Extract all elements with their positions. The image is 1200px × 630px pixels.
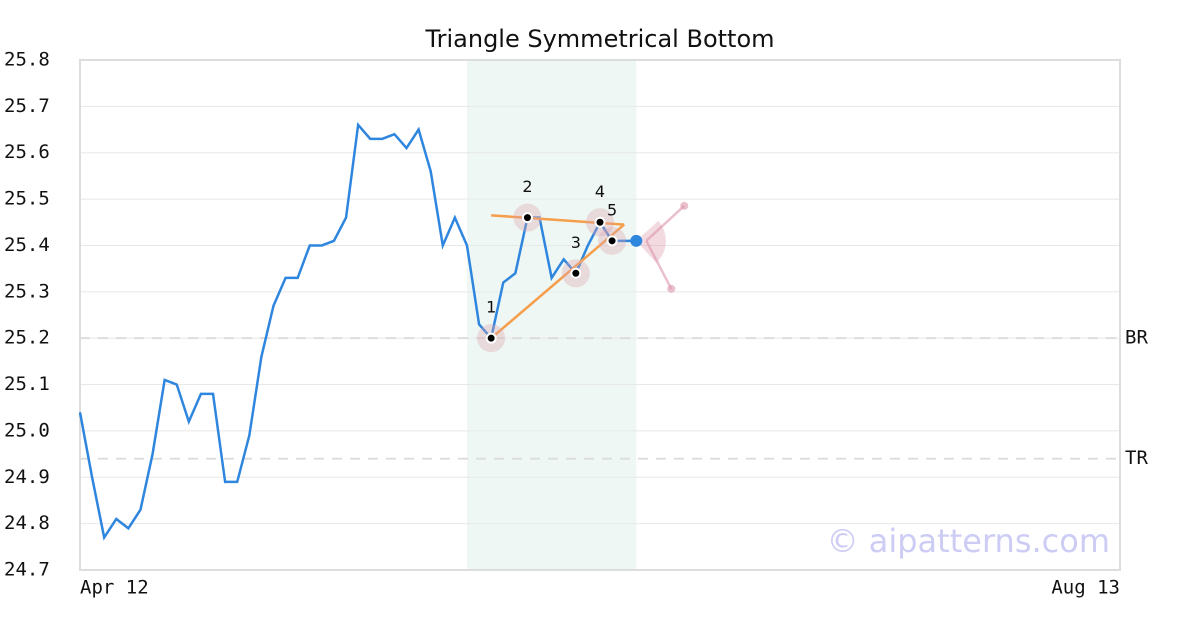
pattern-point	[570, 267, 582, 279]
projection-arrow	[645, 204, 686, 242]
projection-wedge	[636, 220, 666, 263]
projection-arrow	[645, 240, 673, 290]
x-tick-label: Apr 12	[80, 577, 149, 599]
pattern-point	[594, 216, 606, 228]
trend-line	[490, 223, 625, 340]
level-label: TR	[1125, 447, 1148, 469]
pattern-label: 5	[607, 200, 617, 219]
y-tick-label: 24.7	[4, 559, 50, 581]
level-label: BR	[1125, 327, 1148, 349]
pattern-label: 2	[522, 177, 532, 196]
pattern-label: 4	[595, 182, 605, 201]
x-tick-label: Aug 13	[1051, 577, 1120, 599]
y-tick-label: 24.8	[4, 512, 50, 534]
pattern-point	[521, 212, 533, 224]
plot-frame	[79, 59, 1121, 571]
y-tick-label: 25.0	[4, 419, 50, 441]
y-tick-label: 25.1	[4, 373, 50, 395]
projection-arrow-head	[680, 201, 689, 210]
y-tick-label: 25.3	[4, 280, 50, 302]
pattern-point	[606, 235, 618, 247]
y-tick-label: 25.8	[4, 49, 50, 71]
last-point	[630, 234, 643, 247]
y-tick-label: 25.6	[4, 141, 50, 163]
pattern-point	[485, 332, 497, 344]
watermark: © aipatterns.com	[827, 522, 1110, 560]
y-tick-label: 25.5	[4, 188, 50, 210]
projection-arrow-head	[667, 284, 676, 293]
y-tick-label: 25.2	[4, 327, 50, 349]
y-tick-label: 25.7	[4, 95, 50, 117]
pattern-label: 3	[571, 233, 581, 252]
price-line	[78, 121, 637, 541]
pattern-label: 1	[486, 298, 496, 317]
y-tick-label: 25.4	[4, 234, 50, 256]
y-tick-label: 24.9	[4, 466, 50, 488]
chart-title: Triangle Symmetrical Bottom	[424, 25, 774, 53]
